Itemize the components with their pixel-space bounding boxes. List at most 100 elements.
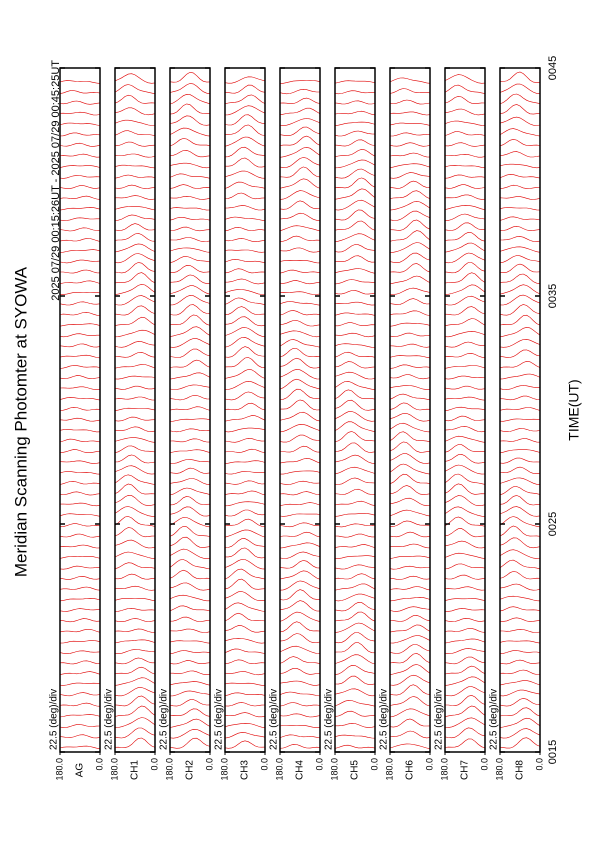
- x-tick-label: 0025: [547, 512, 559, 536]
- scan-trace: [334, 279, 376, 285]
- scan-trace: [114, 184, 156, 189]
- scan-trace: [169, 582, 211, 591]
- scan-trace: [279, 310, 321, 316]
- scan-trace: [334, 593, 376, 602]
- scan-trace: [59, 575, 101, 580]
- scan-trace: [499, 571, 541, 580]
- scan-trace: [169, 605, 211, 612]
- scan-trace: [389, 606, 431, 612]
- scan-trace: [499, 104, 541, 115]
- scan-trace: [499, 595, 541, 602]
- scan-trace: [224, 518, 266, 527]
- scan-trace: [444, 617, 486, 623]
- scan-trace: [279, 480, 321, 485]
- scan-trace: [389, 743, 431, 749]
- y-tick-label: 0.0: [314, 758, 324, 771]
- scan-trace: [334, 139, 376, 147]
- scan-trace: [169, 195, 211, 200]
- scan-trace: [444, 222, 485, 231]
- scan-trace: [114, 454, 156, 464]
- y-tick-label: 180.0: [274, 758, 284, 781]
- scan-trace: [169, 71, 211, 83]
- scan-trace: [279, 378, 321, 390]
- scan-trace: [334, 233, 376, 243]
- scan-trace: [114, 73, 156, 84]
- scan-trace: [59, 207, 101, 211]
- scan-trace: [499, 349, 541, 358]
- scan-trace: [334, 601, 376, 612]
- scan-trace: [114, 737, 156, 748]
- scan-trace: [59, 460, 101, 464]
- scan-trace: [59, 165, 101, 168]
- scan-trace: [224, 124, 266, 136]
- scan-trace: [444, 638, 486, 644]
- scan-trace: [169, 348, 211, 358]
- scan-trace: [279, 259, 321, 264]
- scan-trace: [169, 699, 211, 707]
- scan-trace: [334, 500, 376, 506]
- scan-trace: [114, 107, 156, 116]
- scan-trace: [114, 639, 156, 644]
- scan-trace: [444, 352, 486, 358]
- scan-trace: [334, 477, 376, 485]
- scan-trace: [114, 465, 156, 475]
- scan-trace: [114, 483, 156, 495]
- scan-trace: [169, 216, 211, 221]
- scan-trace: [444, 396, 486, 401]
- scan-trace: [114, 437, 156, 443]
- scan-trace: [334, 699, 376, 707]
- scan-trace: [499, 669, 540, 675]
- scan-trace: [389, 263, 431, 273]
- scan-trace: [389, 385, 431, 390]
- scan-trace: [114, 385, 156, 390]
- scan-trace: [389, 413, 431, 422]
- panel-frame: [334, 67, 376, 753]
- scan-trace: [224, 471, 265, 475]
- scan-trace: [279, 225, 321, 232]
- scan-trace: [499, 246, 541, 253]
- scan-trace: [224, 327, 266, 338]
- scan-trace: [169, 115, 211, 126]
- scan-trace: [280, 470, 321, 475]
- scan-trace: [224, 740, 266, 749]
- scan-trace: [334, 454, 376, 464]
- scan-trace: [334, 642, 376, 654]
- scan-trace: [499, 640, 541, 644]
- scan-trace: [114, 717, 156, 728]
- scan-trace: [224, 659, 266, 665]
- y-tick-label: 180.0: [164, 758, 174, 781]
- scan-trace: [224, 437, 266, 443]
- scan-trace: [59, 513, 101, 517]
- scan-trace: [279, 522, 321, 528]
- scan-trace: [444, 608, 486, 612]
- scan-trace: [169, 418, 211, 422]
- scan-trace: [499, 83, 541, 95]
- scan-trace: [59, 682, 101, 686]
- scan-trace: [444, 453, 486, 464]
- scan-trace: [444, 306, 486, 316]
- scan-trace: [444, 528, 486, 538]
- y-tick-label: 0.0: [534, 758, 544, 771]
- scan-trace: [334, 654, 376, 665]
- scan-trace: [334, 100, 376, 105]
- scan-trace: [279, 126, 321, 137]
- x-tick-label: 0015: [547, 740, 559, 764]
- scan-trace: [334, 399, 376, 411]
- scan-trace: [334, 622, 376, 633]
- scan-trace: [169, 478, 211, 485]
- scan-trace: [389, 586, 431, 591]
- scan-trace: [334, 675, 376, 685]
- scan-trace: [279, 491, 321, 496]
- scan-trace: [444, 506, 486, 517]
- scan-trace: [389, 509, 431, 517]
- scan-trace: [334, 290, 376, 295]
- scan-trace: [114, 416, 156, 422]
- scan-trace: [334, 431, 376, 442]
- scan-trace: [444, 415, 486, 422]
- scan-trace: [114, 375, 156, 380]
- scan-trace: [389, 674, 431, 686]
- scan-trace: [389, 485, 431, 495]
- scan-trace: [444, 686, 486, 697]
- scan-trace: [389, 422, 431, 433]
- scan-trace: [334, 411, 376, 422]
